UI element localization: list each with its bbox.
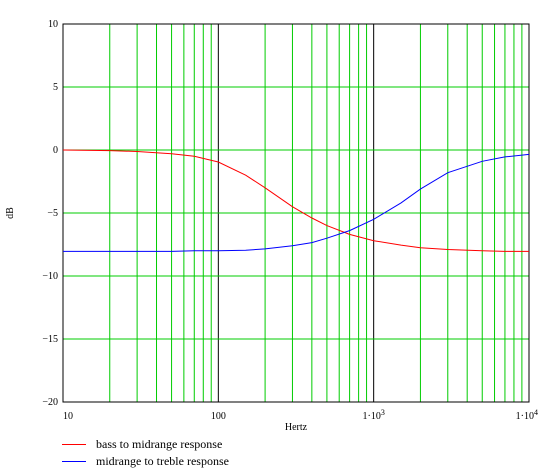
series-line-0: [62, 149, 529, 252]
x-tick-label: 1·103: [362, 408, 384, 422]
series-layer: [62, 149, 530, 252]
tick-labels: 10 5 0 −5 −10 −15 −20 10 100 1·103 1·104: [42, 19, 538, 422]
legend-label-bass: bass to midrange response: [96, 437, 223, 451]
y-tick-label: 10: [48, 19, 58, 30]
y-tick-label: −5: [47, 208, 58, 219]
y-axis-label: dB: [5, 207, 16, 219]
y-tick-label: −20: [42, 397, 58, 408]
x-tick-label: 1·104: [516, 408, 538, 422]
series-line-1: [63, 153, 530, 252]
y-tick-label: −15: [42, 334, 58, 345]
y-tick-label: 5: [53, 82, 58, 93]
legend-item-bass: bass to midrange response: [62, 436, 229, 453]
legend-swatch-bass: [62, 444, 86, 445]
plot-frame: [62, 23, 530, 403]
x-axis-label: Hertz: [285, 422, 308, 433]
grid-lines: [63, 24, 529, 402]
y-tick-label: −10: [42, 271, 58, 282]
x-tick-label: 100: [211, 411, 226, 422]
legend: bass to midrange response midrange to tr…: [62, 436, 229, 470]
legend-item-treble: midrange to treble response: [62, 453, 229, 470]
legend-swatch-treble: [62, 461, 86, 462]
x-tick-label: 10: [63, 411, 73, 422]
y-tick-label: 0: [53, 145, 58, 156]
legend-label-treble: midrange to treble response: [96, 454, 229, 468]
